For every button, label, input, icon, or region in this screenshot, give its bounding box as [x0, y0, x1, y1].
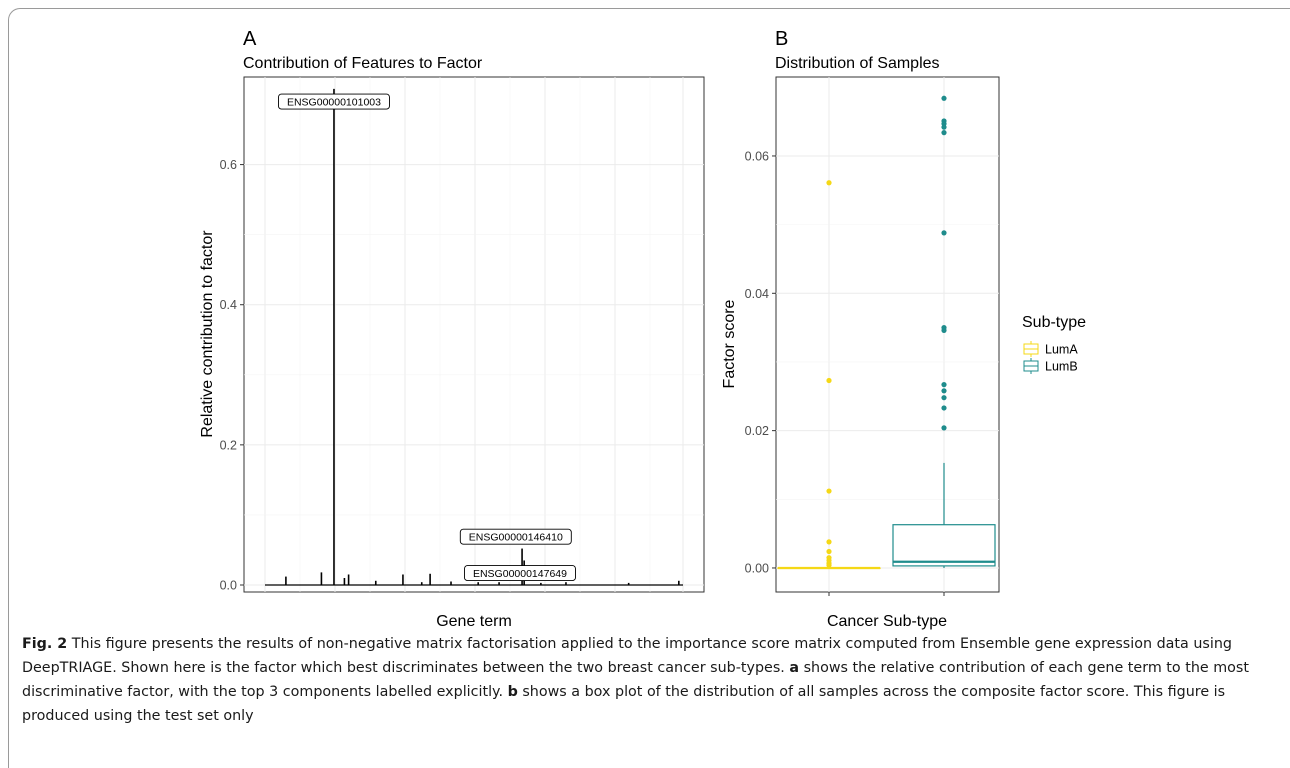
panel-a-letter: A	[243, 28, 257, 50]
legend-keys: LumA LumB	[1023, 341, 1078, 374]
box-outlier-point	[941, 425, 947, 431]
box-outlier-point	[826, 539, 832, 545]
panel-b-ytick-label: 0.06	[745, 149, 769, 163]
panel-b-boxes	[777, 95, 996, 570]
panel-b-ytick-label: 0.04	[745, 287, 769, 301]
panel-a-ylabel: Relative contribution to factor	[199, 230, 216, 438]
caption-text-1: This figure presents the results of non-…	[22, 636, 1232, 676]
box-outlier-point	[941, 405, 947, 411]
panel-a-ytick-label: 0.6	[220, 158, 237, 172]
box-outlier-point	[941, 230, 947, 236]
panel-a-label-box	[278, 93, 390, 110]
figure-frame	[8, 8, 1290, 768]
box-outlier-point	[826, 548, 832, 555]
panel-b-letter: B	[775, 28, 788, 50]
panel-b-box-luma	[777, 180, 881, 570]
box-body	[892, 524, 996, 567]
box-outlier-point	[826, 562, 832, 568]
panel-b-title: Distribution of Samples	[775, 55, 940, 72]
panel-a-label-text: ENSG00000101003	[287, 96, 381, 108]
box-outlier-point	[941, 327, 947, 333]
panel-a-plot-area	[243, 76, 705, 593]
panel-a-ytick-label: 0.2	[220, 438, 237, 452]
legend-title: Sub-type	[1022, 314, 1086, 331]
box-outlier-point	[941, 382, 947, 388]
panel-b-y-ticks: 0.00 0.02 0.04 0.06	[745, 149, 945, 596]
panel-a-title: Contribution of Features to Factor	[243, 55, 483, 72]
box-outlier-point	[826, 377, 832, 384]
caption-text-3: shows a box plot of the distribution of …	[22, 684, 1226, 724]
panel-b-box-lumb	[892, 95, 996, 568]
panel-b-plot-area	[775, 76, 1000, 593]
box-outlier-point	[826, 488, 832, 494]
panel-b: B Distribution of Samples 0.000.020.040.…	[721, 28, 1086, 630]
panel-a-label-box	[464, 565, 576, 582]
caption-ref-a: a	[789, 660, 800, 676]
panel-b-legend: Sub-type LumA LumB	[1022, 314, 1086, 374]
caption-ref-b: b	[507, 684, 518, 700]
panel-a-label-text: ENSG00000146410	[469, 531, 563, 543]
box-outlier-point	[941, 388, 947, 394]
legend-key-luma: LumA	[1023, 341, 1078, 357]
panel-a-bars	[265, 88, 683, 586]
panel-b-ytick-label: 0.00	[745, 561, 769, 575]
panel-b-ylabel: Factor score	[721, 299, 738, 388]
figure-caption: Fig. 2 This figure presents the results …	[22, 632, 1272, 728]
panel-a-y-ticks: 0.0 0.2 0.4 0.6	[220, 158, 244, 592]
caption-text-2: shows the relative contribution of each …	[22, 660, 1249, 700]
panel-a-label-text: ENSG00000147649	[473, 568, 567, 580]
box-outlier-point	[941, 130, 947, 136]
panel-a: A Contribution of Features to Factor 0.0…	[199, 28, 705, 630]
figure-charts: A Contribution of Features to Factor 0.0…	[199, 28, 1086, 630]
panel-a-labels: ENSG00000101003 ENSG00000146410 ENSG000001…	[278, 93, 576, 582]
legend-label: LumA	[1045, 343, 1078, 357]
panel-b-xlabel: Cancer Sub-type	[827, 613, 947, 630]
caption-label: Fig. 2	[22, 636, 68, 652]
box-outlier-point	[941, 124, 947, 130]
legend-label: LumB	[1045, 360, 1078, 374]
panel-a-ytick-label: 0.4	[220, 298, 237, 312]
panel-b-ytick-label: 0.02	[745, 424, 769, 438]
panel-a-grid	[244, 77, 704, 592]
panel-a-ytick-label: 0.0	[220, 578, 237, 592]
box-outlier-point	[941, 95, 947, 101]
panel-a-label-box	[459, 528, 572, 545]
box-outlier-point	[826, 180, 832, 186]
panel-a-xlabel: Gene term	[436, 613, 512, 630]
legend-key-lumb: LumB	[1023, 358, 1078, 374]
box-outlier-point	[941, 395, 947, 401]
